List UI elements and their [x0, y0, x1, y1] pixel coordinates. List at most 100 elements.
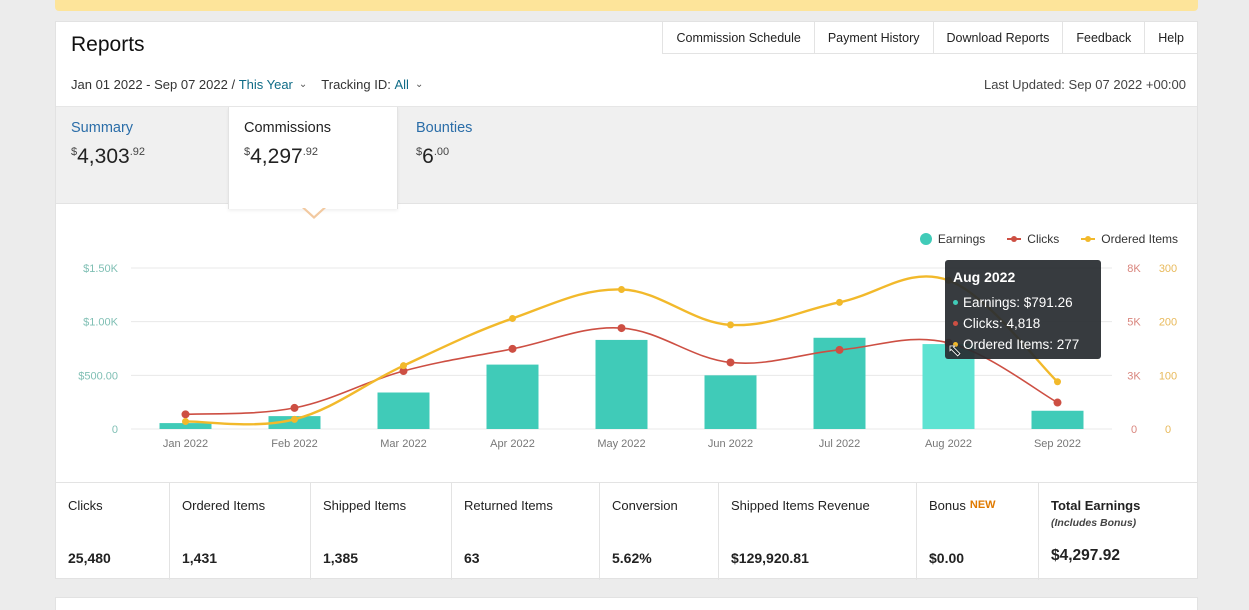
stat-sublabel: (Includes Bonus) — [1051, 517, 1137, 529]
earnings-bar — [486, 364, 539, 429]
y-left-tick: $1.50K — [83, 263, 119, 275]
legend-clicks[interactable]: Clicks — [1007, 232, 1059, 246]
chevron-down-icon[interactable]: ⌄ — [414, 79, 424, 90]
y-right-ordered-tick: 100 — [1159, 370, 1177, 382]
y-left-tick: 0 — [112, 424, 118, 436]
earnings-bar — [159, 423, 212, 429]
legend-ordered-items-label: Ordered Items — [1101, 232, 1178, 246]
ordered-items-point — [1054, 378, 1061, 386]
x-tick-label: Mar 2022 — [380, 438, 426, 450]
y-right-clicks-tick: 0 — [1131, 424, 1137, 436]
earnings-bar — [377, 392, 430, 429]
clicks-point — [290, 403, 299, 412]
clicks-point — [1053, 398, 1062, 407]
clicks-point — [726, 358, 735, 367]
date-range-text: Jan 01 2022 - Sep 07 2022 / — [71, 77, 239, 92]
clicks-point — [508, 344, 517, 353]
y-right-clicks-tick: 3K — [1127, 370, 1141, 382]
tooltip-title: Aug 2022 — [953, 269, 1016, 285]
x-tick-label: Jun 2022 — [708, 438, 753, 450]
stat-label: Shipped Items — [323, 498, 407, 513]
stat-total-earnings: Total Earnings (Includes Bonus) $4,297.9… — [1039, 483, 1197, 580]
y-right-clicks-tick: 8K — [1127, 263, 1141, 275]
stat-value: 1,385 — [323, 550, 359, 566]
stat-label: Returned Items — [464, 498, 553, 513]
tab-summary-value: $4,303.92 — [71, 145, 145, 168]
stat-bonus: Bonus NEW $0.00 — [917, 483, 1039, 580]
download-reports-link[interactable]: Download Reports — [932, 22, 1063, 54]
y-left-tick: $1.00K — [83, 317, 119, 329]
clicks-swatch — [1007, 236, 1022, 242]
stats-summary: Clicks 25,480 Ordered Items 1,431 Shippe… — [56, 482, 1197, 580]
chart-legend: Earnings Clicks Ordered Items — [898, 232, 1178, 246]
ordered-items-swatch — [1081, 236, 1096, 242]
clicks-point — [181, 410, 190, 419]
earnings-bar — [704, 375, 757, 429]
clicks-point — [399, 367, 408, 376]
report-links: Commission Schedule Payment History Down… — [662, 22, 1197, 54]
stat-value: 63 — [464, 550, 480, 566]
stat-clicks: Clicks 25,480 — [56, 483, 170, 580]
tab-summary-label: Summary — [71, 120, 134, 136]
stat-label: Clicks — [68, 498, 103, 513]
x-tick-label: Sep 2022 — [1034, 438, 1081, 450]
tab-summary[interactable]: Summary $4,303.92 — [56, 107, 228, 205]
tooltip-earnings: Earnings: $791.26 — [953, 292, 1093, 313]
active-tab-caret-inner — [304, 207, 324, 216]
legend-earnings[interactable]: Earnings — [919, 232, 986, 246]
earnings-bar — [595, 339, 648, 429]
commission-schedule-link[interactable]: Commission Schedule — [662, 22, 814, 54]
y-right-clicks-tick: 5K — [1127, 317, 1141, 329]
ordered-items-line — [185, 275, 1059, 426]
tooltip-clicks: Clicks: 4,818 — [953, 313, 1093, 334]
y-right-ordered-tick: 0 — [1165, 424, 1171, 436]
x-tick-label: Jan 2022 — [163, 438, 208, 450]
stat-shipped-items: Shipped Items 1,385 — [311, 483, 452, 580]
stat-value: 1,431 — [182, 550, 218, 566]
chart-tooltip: Aug 2022 Earnings: $791.26 Clicks: 4,818… — [945, 260, 1101, 359]
ordered-items-point — [182, 417, 189, 425]
tracking-id-dropdown[interactable]: All — [394, 77, 409, 92]
tab-bounties-value: $6.00 — [416, 145, 450, 168]
y-right-ordered-tick: 200 — [1159, 317, 1177, 329]
ordered-items-point — [836, 298, 843, 306]
ordered-items-point — [400, 362, 407, 370]
stat-shipped-items-revenue: Shipped Items Revenue $129,920.81 — [719, 483, 917, 580]
stat-value: 5.62% — [612, 550, 652, 566]
tracking-id-label: Tracking ID: — [321, 77, 395, 92]
page-title: Reports — [71, 33, 145, 56]
last-updated: Last Updated: Sep 07 2022 +00:00 — [983, 77, 1186, 92]
y-left-tick: $500.00 — [78, 370, 118, 382]
tooltip-ordered-items: Ordered Items: 277 — [953, 334, 1093, 355]
notification-banner — [55, 0, 1198, 11]
stat-value: $4,297.92 — [1051, 547, 1120, 564]
feedback-link[interactable]: Feedback — [1062, 22, 1145, 54]
tab-commissions-label: Commissions — [244, 120, 332, 136]
legend-earnings-label: Earnings — [937, 232, 986, 246]
stat-value: $0.00 — [929, 550, 965, 566]
tab-bounties[interactable]: Bounties $6.00 — [401, 107, 573, 205]
stat-returned-items: Returned Items 63 — [452, 483, 600, 580]
chevron-down-icon[interactable]: ⌄ — [298, 79, 308, 90]
period-dropdown[interactable]: This Year — [238, 77, 293, 92]
x-tick-label: May 2022 — [597, 438, 645, 450]
stat-label: Total Earnings — [1051, 498, 1141, 513]
ordered-items-point — [509, 314, 516, 322]
legend-ordered-items[interactable]: Ordered Items — [1081, 232, 1178, 246]
stat-conversion: Conversion 5.62% — [600, 483, 719, 580]
x-tick-label: Feb 2022 — [271, 438, 317, 450]
new-badge: NEW — [969, 499, 996, 511]
ordered-items-point — [291, 415, 298, 423]
stat-label: Conversion — [612, 498, 678, 513]
help-link[interactable]: Help — [1144, 22, 1197, 54]
tab-commissions[interactable]: Commissions $4,297.92 — [228, 107, 398, 209]
payment-history-link[interactable]: Payment History — [813, 22, 933, 54]
x-tick-label: Jul 2022 — [819, 438, 861, 450]
earnings-swatch — [919, 233, 932, 245]
report-tabs: Summary $4,303.92 Commissions $4,297.92 … — [56, 106, 1197, 209]
y-right-ordered-tick: 300 — [1159, 263, 1177, 275]
report-filters: Jan 01 2022 - Sep 07 2022 / This Year ⌄ … — [71, 77, 437, 92]
stat-label: Bonus NEW — [929, 498, 996, 513]
stat-value: 25,480 — [68, 550, 111, 566]
clicks-point — [835, 345, 844, 354]
